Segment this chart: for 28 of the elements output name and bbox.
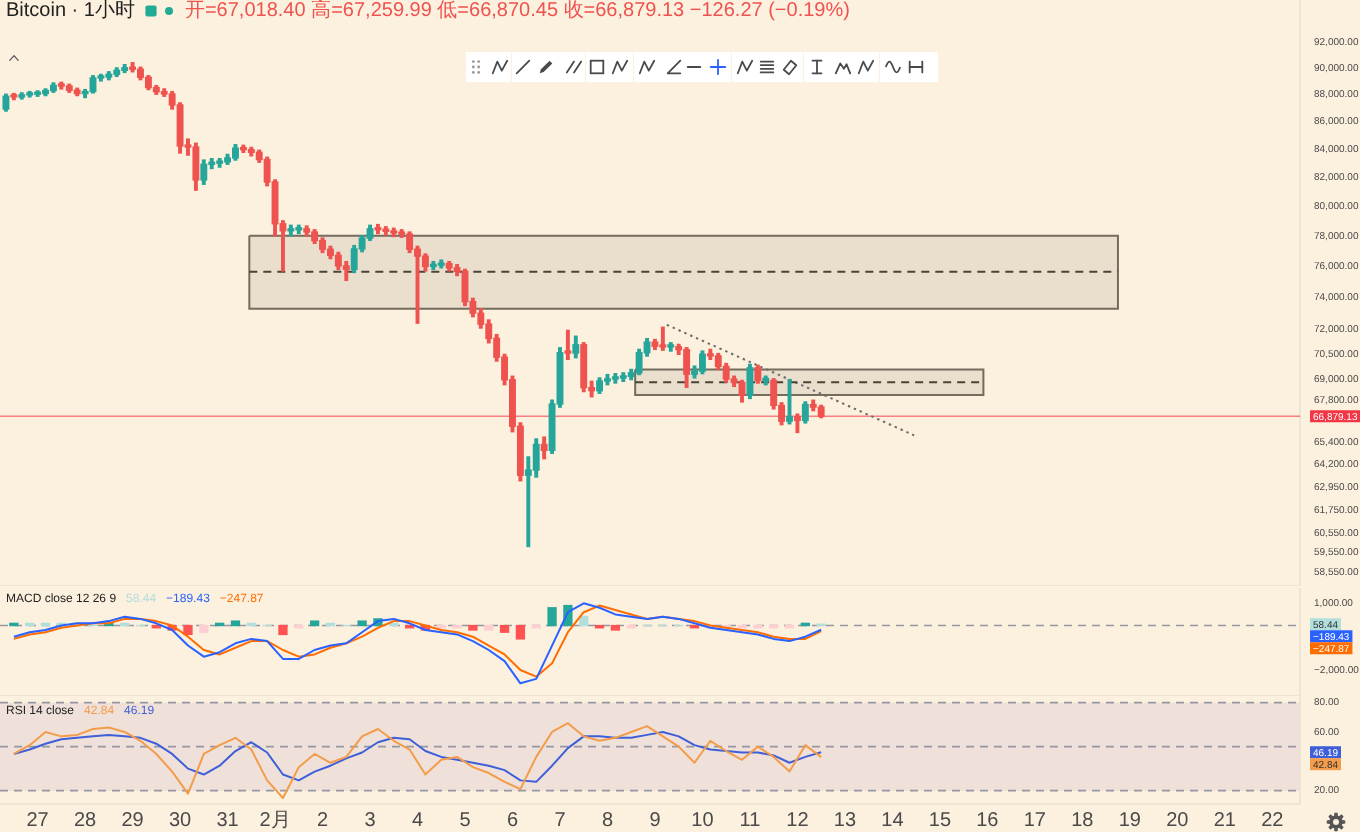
chart-title: Bitcoin · 1小时 [6, 0, 135, 23]
x-tick-label: 5 [459, 809, 472, 832]
x-tick-label: 28 [73, 809, 98, 832]
x-tick-label: 2 [316, 809, 329, 832]
x-tick-label: 10 [691, 809, 715, 832]
x-tick-label: 8 [601, 809, 614, 832]
x-tick-label: 9 [649, 809, 662, 832]
x-tick-label: 30 [168, 809, 193, 832]
x-tick-label: 15 [928, 809, 952, 832]
x-tick-label: 16 [976, 809, 1000, 832]
x-tick-label: 7 [554, 809, 567, 832]
x-tick-label: 14 [881, 809, 905, 832]
x-tick-label: 4 [411, 809, 424, 832]
x-tick-label: 21 [1213, 809, 1237, 832]
x-tick-label: 20 [1166, 809, 1190, 832]
x-tick-label: 11 [739, 809, 762, 832]
x-tick-label: 19 [1118, 809, 1142, 832]
x-tick-label: 2月 [259, 809, 291, 832]
x-tick-label: 18 [1071, 809, 1095, 832]
x-tick-label: 27 [26, 809, 50, 832]
x-tick-label: 13 [833, 809, 857, 832]
x-tick-label: 22 [1261, 809, 1285, 832]
x-tick-label: 31 [216, 809, 240, 832]
x-tick-label: 3 [364, 809, 377, 832]
x-tick-label: 12 [786, 809, 810, 832]
x-tick-label: 17 [1023, 809, 1047, 832]
x-tick-label: 6 [506, 809, 519, 832]
x-tick-label: 29 [121, 809, 145, 832]
